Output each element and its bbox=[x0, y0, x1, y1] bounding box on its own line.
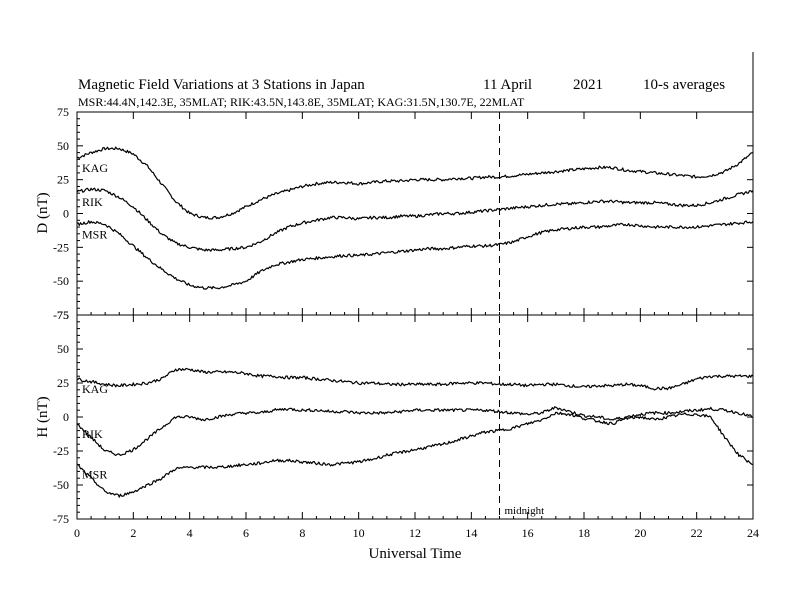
d-trace-msr bbox=[76, 220, 754, 290]
xtick-label: 2 bbox=[130, 526, 136, 540]
xtick-label: 4 bbox=[187, 526, 193, 540]
h-trace-kag bbox=[76, 367, 754, 391]
h-ytick-label: 25 bbox=[57, 376, 69, 390]
xtick-label: 20 bbox=[634, 526, 646, 540]
chart-title: Magnetic Field Variations at 3 Stations … bbox=[78, 77, 365, 93]
xtick-label: 0 bbox=[74, 526, 80, 540]
h-series-label-kag: KAG bbox=[82, 382, 108, 396]
d-ytick-label: -25 bbox=[53, 240, 69, 254]
d-ytick-label: 0 bbox=[63, 207, 69, 221]
h-panel-ylabel: H (nT) bbox=[35, 396, 51, 437]
h-ytick-label: -50 bbox=[53, 478, 69, 492]
d-series-label-msr: MSR bbox=[82, 227, 107, 241]
d-ytick-label: 75 bbox=[57, 105, 69, 119]
h-ytick-label: -75 bbox=[53, 512, 69, 526]
d-ytick-label: -50 bbox=[53, 274, 69, 288]
chart-date: 11 April bbox=[483, 77, 532, 93]
xtick-label: 12 bbox=[409, 526, 421, 540]
series-labels: KAG RIK MSR KAG RIK MSR bbox=[82, 161, 108, 482]
h-ytick-label: 75 bbox=[57, 308, 69, 322]
xtick-label: 14 bbox=[465, 526, 477, 540]
chart-averaging: 10-s averages bbox=[643, 77, 725, 93]
d-panel-frame bbox=[76, 111, 754, 316]
xtick-label: 18 bbox=[578, 526, 590, 540]
d-series-label-kag: KAG bbox=[82, 161, 108, 175]
h-ytick-label: 50 bbox=[57, 342, 69, 356]
midnight-annotation: midnight bbox=[505, 505, 545, 517]
d-series-label-rik: RIK bbox=[82, 195, 103, 209]
xtick-label: 6 bbox=[243, 526, 249, 540]
h-series-label-msr: MSR bbox=[82, 468, 107, 482]
chart-year: 2021 bbox=[573, 77, 603, 93]
xtick-label: 22 bbox=[691, 526, 703, 540]
h-trace-msr bbox=[76, 411, 754, 498]
x-axis-label: Universal Time bbox=[369, 546, 462, 562]
d-panel-ylabel: D (nT) bbox=[35, 192, 51, 233]
d-trace-kag bbox=[76, 146, 754, 220]
xtick-label: 8 bbox=[299, 526, 305, 540]
h-panel-frame bbox=[76, 314, 754, 520]
d-ytick-label: 50 bbox=[57, 139, 69, 153]
h-series-label-rik: RIK bbox=[82, 427, 103, 441]
d-ytick-label: 25 bbox=[57, 173, 69, 187]
h-trace-rik bbox=[76, 406, 754, 456]
d-ytick-label: -75 bbox=[53, 308, 69, 322]
xtick-label: 10 bbox=[353, 526, 365, 540]
d-trace-rik bbox=[76, 187, 754, 252]
xtick-label: 24 bbox=[747, 526, 759, 540]
xtick-label: 16 bbox=[522, 526, 534, 540]
h-ytick-label: -25 bbox=[53, 444, 69, 458]
h-ytick-label: 0 bbox=[63, 410, 69, 424]
chart-subtitle: MSR:44.4N,142.3E, 35MLAT; RIK:43.5N,143.… bbox=[78, 95, 525, 109]
station-traces bbox=[76, 146, 754, 498]
